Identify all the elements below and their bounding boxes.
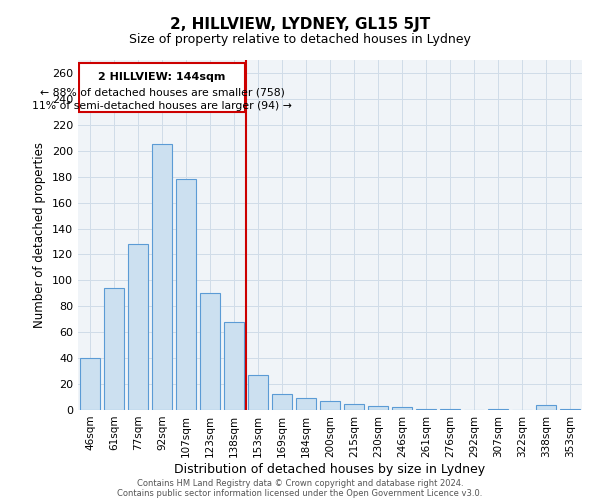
Bar xyxy=(296,398,316,410)
Bar xyxy=(104,288,124,410)
Text: ← 88% of detached houses are smaller (758): ← 88% of detached houses are smaller (75… xyxy=(40,87,284,97)
Y-axis label: Number of detached properties: Number of detached properties xyxy=(34,142,46,328)
Text: Size of property relative to detached houses in Lydney: Size of property relative to detached ho… xyxy=(129,32,471,46)
Text: 11% of semi-detached houses are larger (94) →: 11% of semi-detached houses are larger (… xyxy=(32,102,292,112)
Bar xyxy=(248,375,268,410)
Bar xyxy=(344,404,364,410)
Text: Contains HM Land Registry data © Crown copyright and database right 2024.: Contains HM Land Registry data © Crown c… xyxy=(137,478,463,488)
Bar xyxy=(224,322,244,410)
Bar xyxy=(80,358,100,410)
Bar xyxy=(536,405,556,410)
Bar xyxy=(128,244,148,410)
X-axis label: Distribution of detached houses by size in Lydney: Distribution of detached houses by size … xyxy=(175,462,485,475)
Bar xyxy=(560,408,580,410)
Bar xyxy=(440,408,460,410)
Text: 2, HILLVIEW, LYDNEY, GL15 5JT: 2, HILLVIEW, LYDNEY, GL15 5JT xyxy=(170,18,430,32)
Bar xyxy=(392,408,412,410)
Bar xyxy=(488,408,508,410)
Bar xyxy=(152,144,172,410)
Bar xyxy=(368,406,388,410)
Text: 2 HILLVIEW: 144sqm: 2 HILLVIEW: 144sqm xyxy=(98,72,226,82)
Text: Contains public sector information licensed under the Open Government Licence v3: Contains public sector information licen… xyxy=(118,488,482,498)
Bar xyxy=(200,294,220,410)
Bar xyxy=(272,394,292,410)
Bar xyxy=(416,408,436,410)
Bar xyxy=(320,401,340,410)
Bar xyxy=(176,180,196,410)
FancyBboxPatch shape xyxy=(79,62,245,112)
